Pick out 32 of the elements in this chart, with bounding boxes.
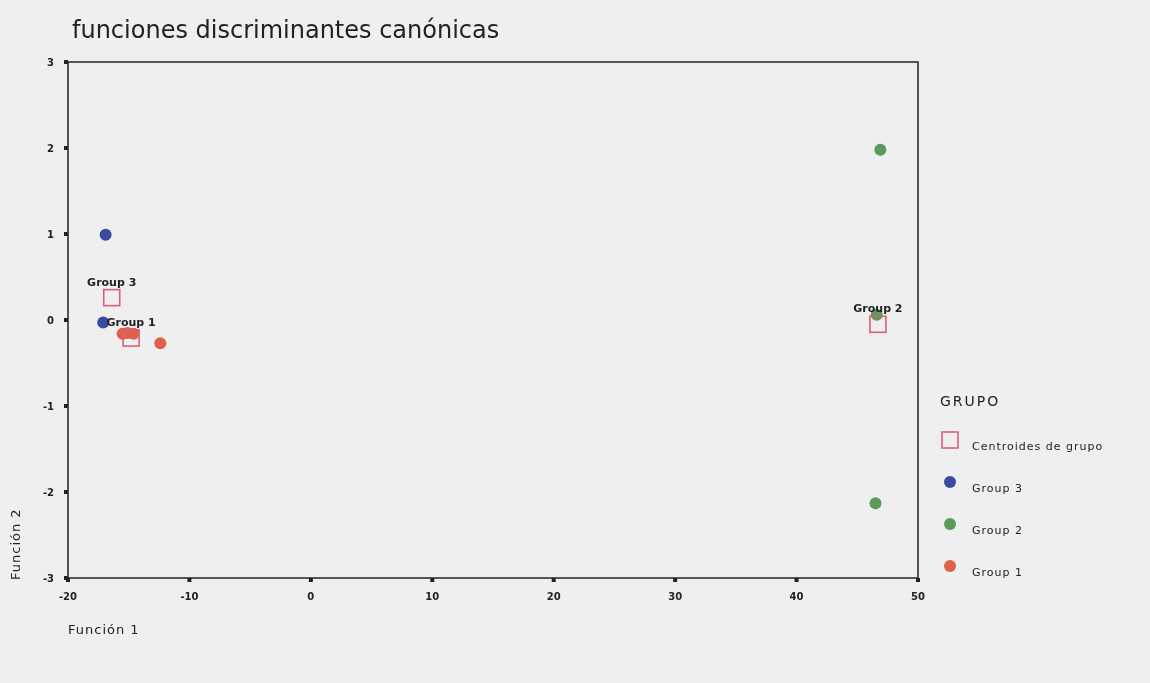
y-tick-label: 0 (47, 314, 55, 326)
y-axis-title: Función 2 (8, 508, 23, 580)
x-tick-label: -20 (58, 591, 78, 602)
y-tick-label: -3 (42, 572, 55, 584)
annotation: Group 3 (87, 275, 137, 289)
point (102, 288, 121, 307)
x-axis-title: Función 1 (68, 622, 140, 637)
x-tick-label: 20 (546, 591, 561, 602)
y-tick-label: -1 (42, 400, 55, 412)
legend-label: Group 3 (972, 482, 1023, 495)
legend-label: Group 2 (972, 524, 1023, 537)
y-tick-label: 3 (47, 56, 55, 68)
chart-title: funciones discriminantes canónicas (72, 16, 500, 44)
point (869, 497, 882, 510)
annotation: Group 2 (853, 302, 903, 316)
x-tick-label: 30 (668, 591, 683, 602)
point (99, 228, 112, 241)
point (122, 329, 140, 347)
point (869, 315, 887, 334)
x-tick-label: 0 (307, 591, 315, 602)
point (154, 337, 167, 350)
y-tick-label: -2 (42, 486, 55, 498)
point (874, 143, 887, 156)
y-tick-label: 2 (47, 142, 55, 154)
y-tick-label: 1 (47, 228, 55, 240)
legend-title: GRUPO (940, 393, 1001, 409)
x-tick-label: 50 (911, 591, 925, 602)
x-tick-label: -10 (180, 591, 199, 602)
legend-label: Centroides de grupo (972, 440, 1104, 453)
legend-label: Group 1 (972, 566, 1023, 579)
x-tick-label: 40 (789, 591, 804, 602)
x-tick-label: 10 (425, 591, 440, 602)
